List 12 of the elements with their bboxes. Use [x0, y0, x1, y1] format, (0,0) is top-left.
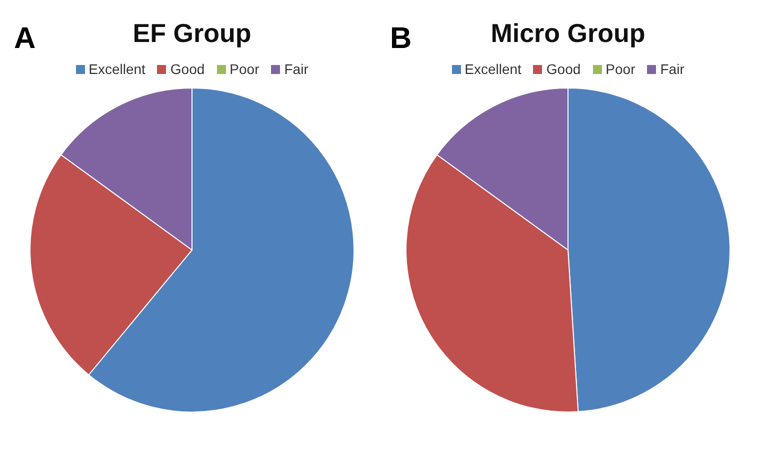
legend-label: Fair [284, 61, 308, 77]
chart-title: Micro Group [490, 18, 646, 48]
text: B [390, 22, 412, 56]
legend-label: Fair [660, 61, 684, 77]
legend-label: Good [170, 61, 205, 77]
legend-label: Excellent [464, 61, 522, 77]
legend-label: Excellent [88, 61, 146, 77]
legend-label: Poor [230, 61, 260, 77]
legend-label: Good [546, 61, 581, 77]
text: A [14, 22, 36, 56]
chart-title: EF Group [132, 18, 252, 48]
legend-label: Poor [606, 61, 636, 77]
